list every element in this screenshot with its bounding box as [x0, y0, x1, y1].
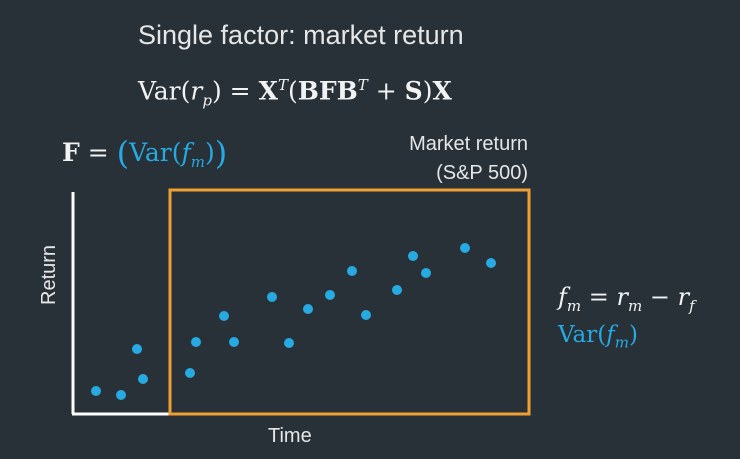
data-point: [267, 292, 277, 302]
data-point: [132, 344, 142, 354]
data-point: [421, 268, 431, 278]
data-point: [325, 290, 335, 300]
data-point: [284, 338, 294, 348]
market-return-label: Market return (S&P 500): [409, 130, 528, 188]
y-axis-label: Return: [38, 244, 60, 305]
data-point: [91, 386, 101, 396]
portfolio-variance-formula: Var(rp) = XT(BFBT + S)X: [138, 76, 452, 110]
data-point: [185, 368, 195, 378]
market-return-line2: (S&P 500): [436, 162, 528, 184]
data-point: [460, 243, 470, 253]
data-point: [392, 285, 402, 295]
data-point: [347, 266, 357, 276]
factor-variance-formula: Var(fm): [558, 322, 638, 352]
factor-return-formula: fm = rm − rf: [558, 283, 695, 315]
data-point: [408, 251, 418, 261]
market-return-line1: Market return: [409, 133, 528, 155]
data-point: [219, 311, 229, 321]
data-point: [229, 337, 239, 347]
slide-title: Single factor: market return: [138, 20, 464, 50]
data-point: [138, 374, 148, 384]
data-points: [91, 243, 496, 400]
data-point: [303, 304, 313, 314]
data-point: [361, 310, 371, 320]
market-return-box: [168, 188, 531, 416]
data-point: [486, 258, 496, 268]
data-point: [116, 390, 126, 400]
x-axis-label: Time: [268, 425, 312, 447]
factor-covariance-formula: F = (Var(fm)): [62, 134, 228, 172]
data-point: [191, 337, 201, 347]
